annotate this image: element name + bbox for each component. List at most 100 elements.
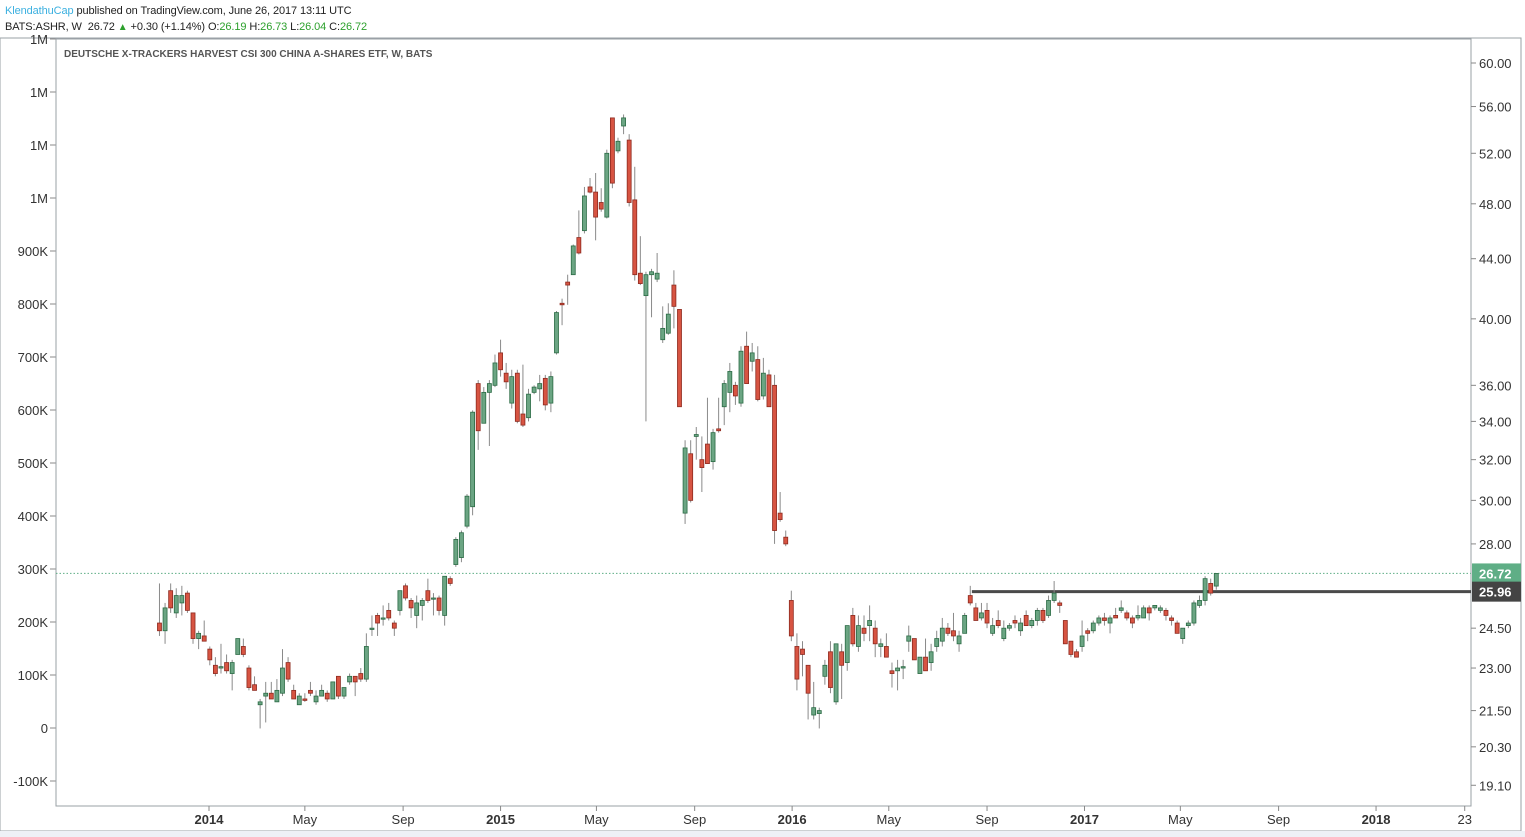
candle-down	[252, 676, 257, 691]
candle-up	[654, 252, 660, 283]
close-value: 26.72	[339, 21, 367, 33]
candle-body	[414, 602, 420, 616]
candle-down	[671, 270, 677, 329]
high-label: H:	[249, 21, 261, 33]
candle-body	[341, 687, 347, 697]
candle-down	[637, 236, 643, 286]
candle-down	[705, 397, 710, 465]
candle-body	[240, 646, 246, 655]
candle-body	[772, 384, 777, 531]
candle-up	[1135, 605, 1141, 621]
candle-body	[246, 667, 252, 688]
candle-body	[1057, 602, 1063, 606]
candle-body	[1006, 625, 1012, 629]
candle-body	[464, 495, 470, 527]
candle-body	[475, 383, 481, 432]
candle-body	[431, 597, 436, 600]
candle-down	[1074, 649, 1079, 658]
candle-body	[436, 597, 442, 611]
candle-up	[1141, 605, 1146, 619]
candle-up	[1180, 627, 1186, 644]
candle-down	[766, 369, 772, 408]
candle-down	[375, 612, 380, 636]
candle-body	[755, 359, 761, 400]
candle-up	[369, 615, 375, 636]
candle-body	[1118, 607, 1124, 611]
candle-body	[760, 372, 766, 397]
candle-body	[911, 638, 917, 661]
candle-up	[280, 649, 285, 697]
candle-up	[990, 617, 996, 636]
candle-up	[906, 625, 912, 652]
candle-body	[576, 237, 582, 254]
candle-body	[201, 635, 207, 642]
candle-body	[609, 117, 615, 184]
candle-down	[391, 620, 397, 636]
candle-body	[973, 607, 979, 621]
candle-body	[867, 620, 873, 626]
candle-up	[459, 530, 464, 563]
candle-body	[486, 383, 492, 393]
candle-body	[453, 539, 459, 565]
candle-down	[542, 374, 548, 411]
candle-up	[738, 346, 744, 407]
candle-body	[503, 372, 509, 383]
candle-up	[537, 374, 543, 402]
candle-up	[693, 426, 699, 460]
candle-down	[352, 675, 358, 697]
candle-up	[1118, 600, 1124, 613]
candle-down	[1102, 612, 1107, 626]
volume-tick-label: 1M	[30, 85, 48, 100]
candle-up	[710, 428, 716, 470]
candle-down	[598, 188, 604, 212]
candle-down	[168, 583, 174, 613]
price-axis[interactable]: 60.00 56.00 52.00 48.00 44.00 40.00 36.00 34.00…	[1471, 56, 1521, 793]
candle-body	[470, 411, 476, 508]
candle-down	[794, 633, 800, 691]
candle-body	[637, 272, 643, 284]
candle-body	[1090, 622, 1096, 632]
candle-down	[951, 612, 956, 642]
candle-body	[660, 327, 666, 341]
candle-body	[856, 625, 861, 647]
time-tick-label: 23	[1457, 812, 1471, 827]
price-tick-label: 56.00	[1479, 100, 1512, 115]
candle-down	[224, 654, 229, 674]
candle-body	[833, 643, 839, 703]
candle-up	[470, 410, 476, 516]
candle-down	[800, 641, 805, 677]
candle-body	[1012, 620, 1018, 624]
candle-up	[749, 342, 755, 372]
candle-body	[671, 284, 677, 307]
volume-tick-label: -100K	[13, 774, 48, 789]
candle-body	[375, 615, 380, 624]
author-link[interactable]: KlendathuCap	[5, 5, 74, 17]
volume-tick-label: 800K	[18, 297, 49, 312]
candle-body	[923, 656, 928, 672]
candle-up	[979, 602, 984, 621]
candle-body	[380, 617, 386, 620]
candle-body	[699, 459, 705, 468]
candle-down	[285, 657, 291, 682]
candle-up	[604, 149, 610, 219]
candle-body	[1113, 615, 1119, 619]
candle-body	[889, 670, 895, 674]
candle-body	[906, 635, 912, 642]
candle-body	[1141, 607, 1146, 619]
candle-down	[1169, 615, 1174, 626]
candle-up	[481, 387, 487, 424]
candle-body	[319, 689, 325, 697]
candle-down	[805, 664, 811, 720]
candle-down	[498, 339, 503, 377]
candle-body	[816, 710, 822, 714]
candle-up	[833, 643, 839, 705]
candle-down	[911, 638, 917, 661]
candle-up	[934, 630, 940, 652]
candle-body	[173, 595, 179, 614]
candle-body	[168, 590, 174, 609]
candle-down	[408, 597, 414, 618]
time-axis[interactable]: 2014 May Sep 2015 May Sep 2016 May Sep 2017 May Sep…	[195, 806, 1472, 827]
candle-down	[403, 583, 408, 601]
candle-up	[856, 615, 861, 652]
